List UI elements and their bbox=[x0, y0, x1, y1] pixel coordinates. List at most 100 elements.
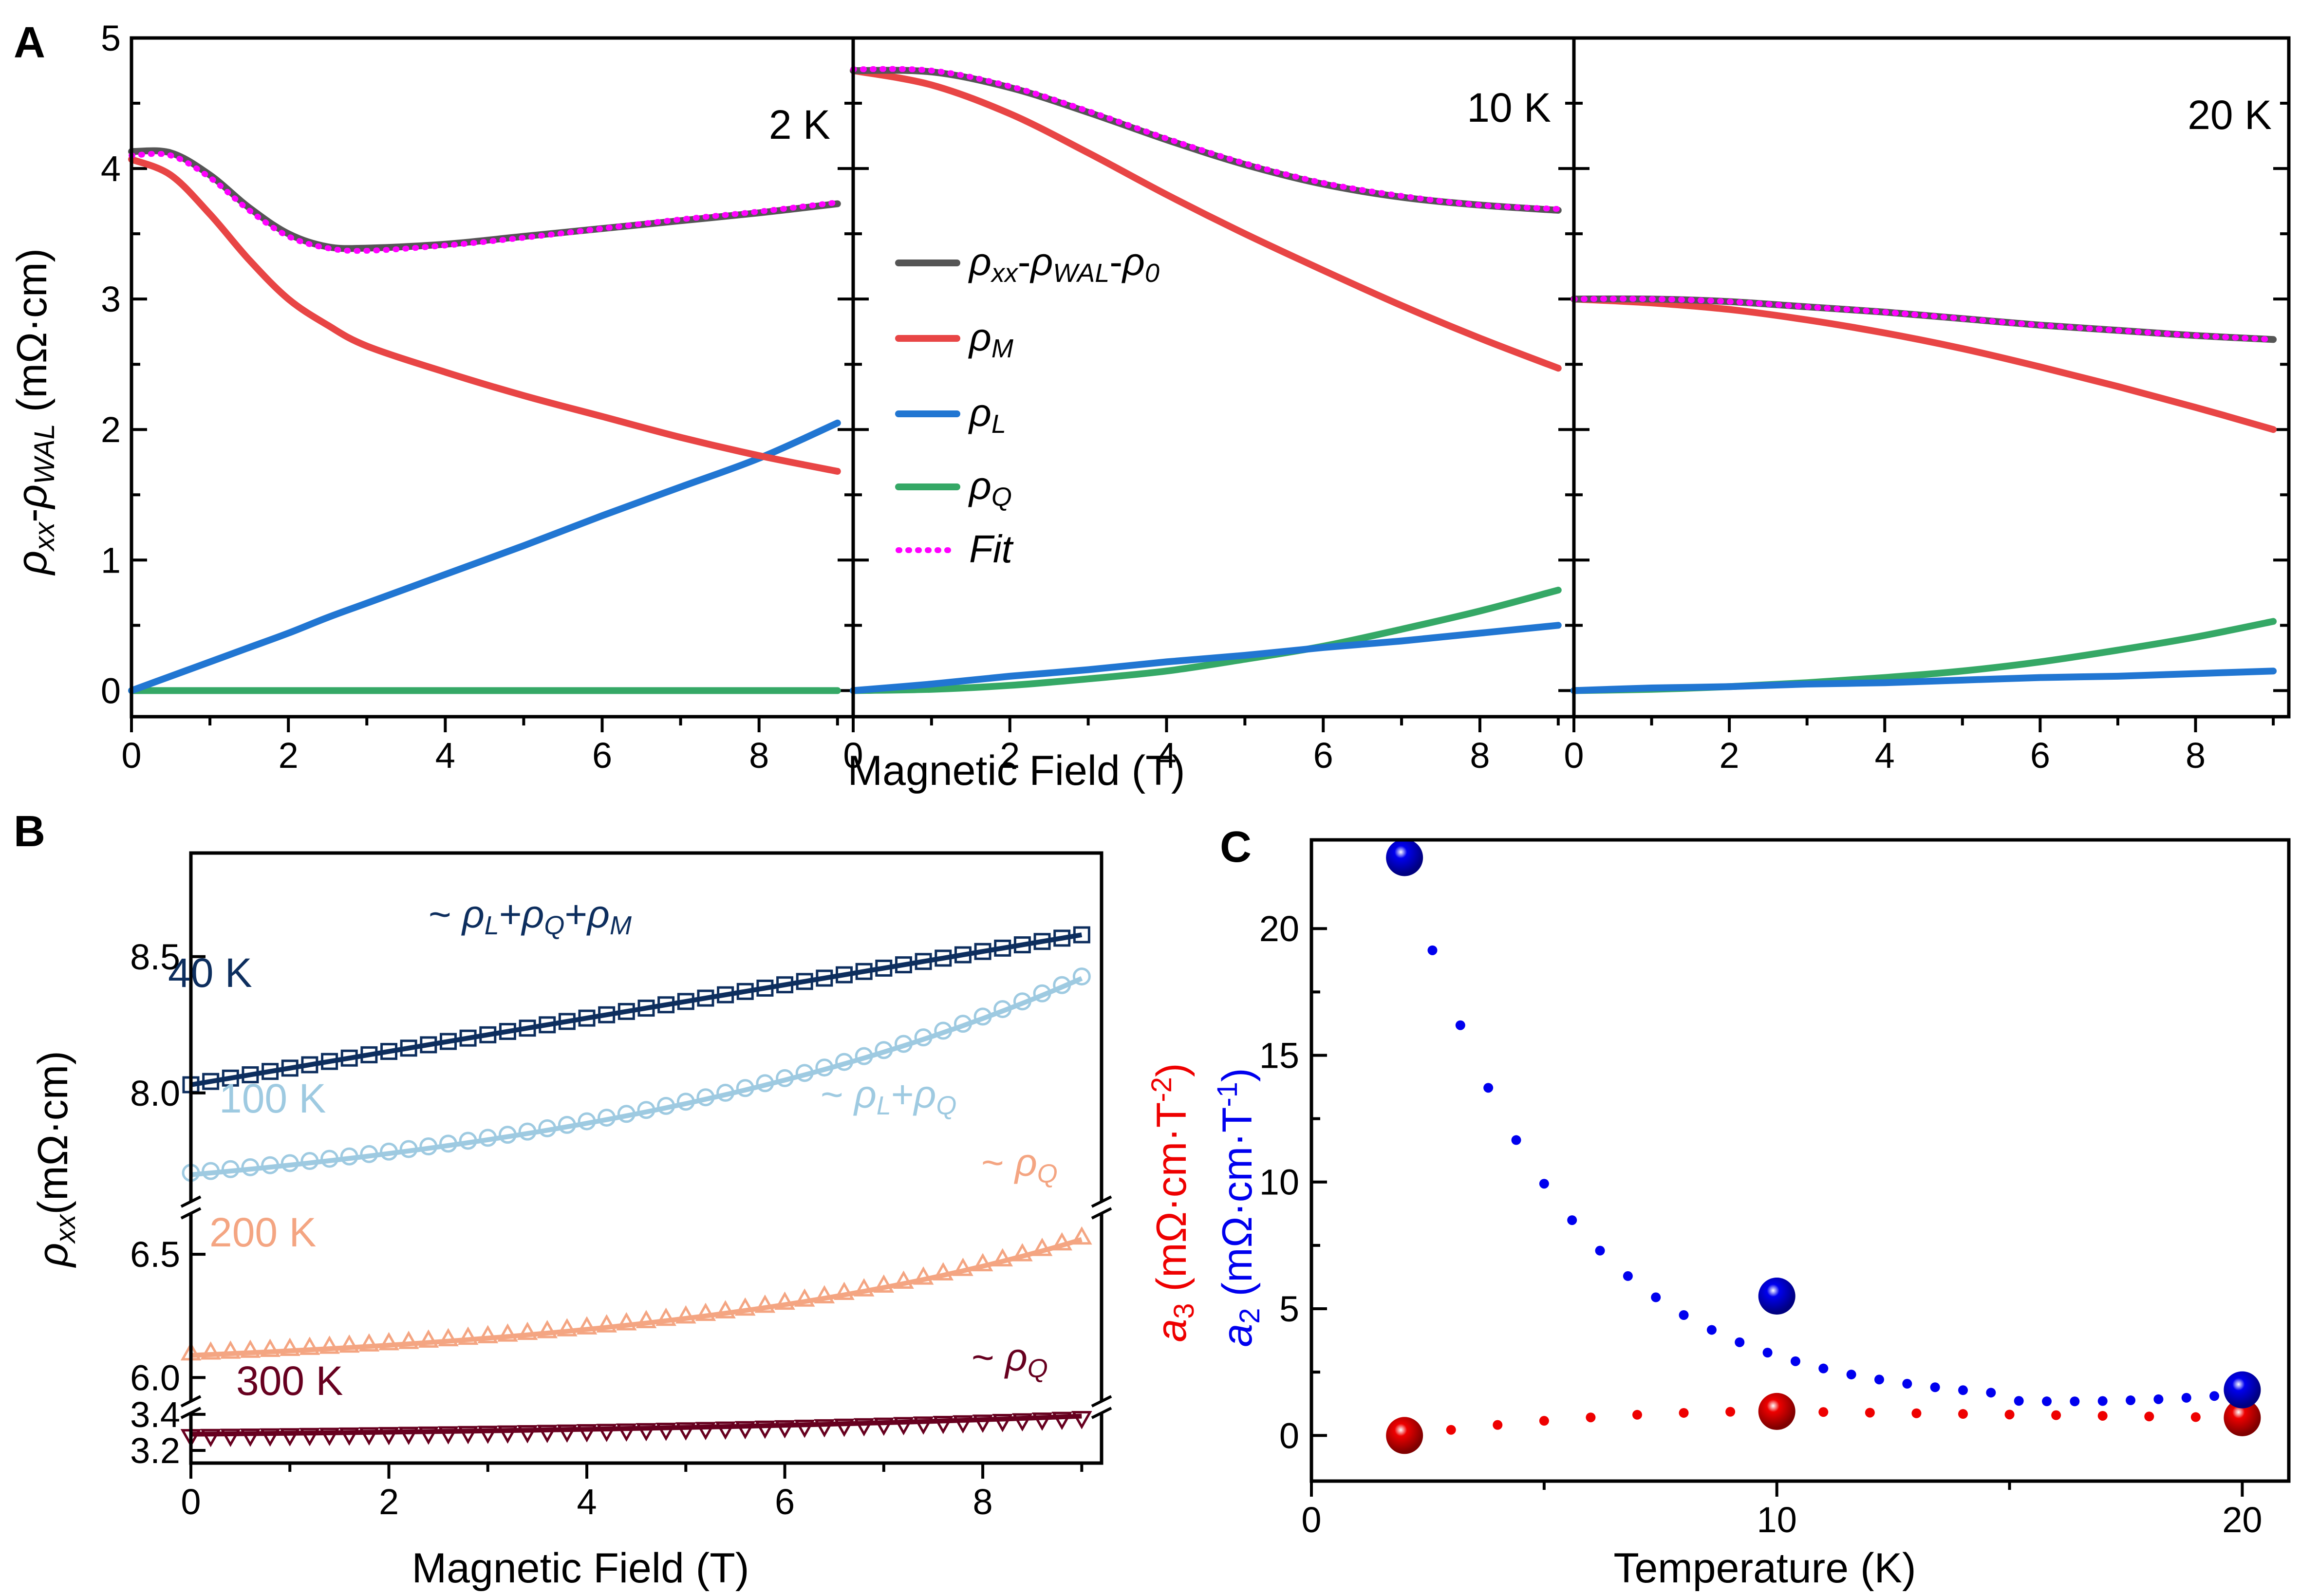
series-line-rho-m bbox=[1571, 296, 2277, 433]
data-point bbox=[459, 1132, 477, 1150]
panel-a-x-tick-label: 2 bbox=[1720, 735, 1739, 776]
guide-dot-a3 bbox=[2051, 1410, 2061, 1420]
data-point bbox=[596, 1424, 617, 1442]
data-point bbox=[836, 966, 853, 984]
data-point bbox=[796, 973, 813, 990]
panel-c-plot: 0 5 10 15 20 0 10 20 bbox=[1259, 838, 2291, 1540]
data-point bbox=[794, 1419, 815, 1438]
panel-b-y-tick-label: 6.0 bbox=[130, 1357, 180, 1398]
panel-a-x-tick-label: 4 bbox=[435, 735, 455, 776]
data-point bbox=[378, 1427, 399, 1446]
series-label-100k: 100 K bbox=[219, 1076, 326, 1121]
data-point bbox=[992, 1248, 1013, 1267]
data-point bbox=[200, 1429, 221, 1448]
panel-a-x-tick-label: 2 bbox=[279, 735, 299, 776]
panel-a-y-tick-label: 5 bbox=[101, 18, 121, 58]
data-point bbox=[497, 1323, 518, 1342]
data-point bbox=[637, 1101, 655, 1119]
data-point bbox=[499, 1022, 516, 1040]
guide-dot-a2 bbox=[1902, 1379, 1912, 1389]
panel-c-y-tick-label: 0 bbox=[1279, 1415, 1299, 1456]
panel-a-x-tick-label: 0 bbox=[1564, 735, 1584, 776]
guide-dot-a2 bbox=[1762, 1348, 1773, 1358]
data-point bbox=[617, 1002, 635, 1020]
guide-dot-a2 bbox=[2014, 1396, 2024, 1406]
data-point-a3 bbox=[1758, 1392, 1795, 1430]
data-point bbox=[972, 1414, 993, 1433]
guide-dot-a3 bbox=[1679, 1408, 1689, 1418]
data-point bbox=[676, 1093, 695, 1111]
data-point bbox=[657, 1096, 675, 1115]
data-point bbox=[299, 1336, 320, 1355]
panel-a-legend: ρxx-ρWAL-ρ0 ρM ρL ρQ Fit bbox=[895, 240, 1159, 571]
data-point-a2 bbox=[1758, 1277, 1795, 1315]
data-point bbox=[736, 983, 754, 1000]
data-point bbox=[378, 1332, 399, 1351]
panel-b-x-tick-label: 6 bbox=[775, 1482, 795, 1522]
data-point bbox=[497, 1425, 518, 1444]
axis-break-mark bbox=[1091, 1195, 1112, 1220]
data-point bbox=[558, 1115, 576, 1134]
data-point-a2 bbox=[2224, 1371, 2261, 1409]
data-point bbox=[281, 1059, 299, 1077]
guide-dot-a2 bbox=[1427, 945, 1438, 955]
data-point bbox=[320, 1150, 339, 1168]
data-point bbox=[695, 1422, 716, 1441]
data-point bbox=[834, 1418, 855, 1437]
panel-b-label: B bbox=[14, 807, 45, 856]
data-point bbox=[1051, 1232, 1072, 1251]
data-point bbox=[279, 1337, 300, 1356]
data-point bbox=[935, 949, 952, 967]
guide-dot-a2 bbox=[1874, 1374, 1884, 1385]
data-point bbox=[875, 959, 893, 977]
data-point bbox=[1012, 1413, 1033, 1432]
data-point bbox=[1013, 936, 1031, 954]
panel-b-x-tick-label: 4 bbox=[577, 1482, 597, 1522]
data-point bbox=[380, 1142, 398, 1161]
data-point bbox=[240, 1429, 261, 1447]
data-point bbox=[616, 1423, 637, 1442]
panel-a-x-tick-label: 0 bbox=[843, 735, 863, 776]
series-line-rho-l bbox=[850, 622, 1562, 694]
guide-dot-a3 bbox=[1911, 1408, 1922, 1418]
data-point bbox=[933, 1415, 954, 1434]
guide-dot-a2 bbox=[1790, 1356, 1800, 1366]
data-point bbox=[479, 1026, 497, 1043]
panel-c-x-axis-title: Temperature (K) bbox=[1613, 1545, 1916, 1592]
plot-frame bbox=[1309, 838, 2291, 1483]
data-point bbox=[776, 1069, 794, 1087]
panel-a-x-tick-label: 6 bbox=[1313, 735, 1333, 776]
panel-c: C Temperature (K) a3 (mΩ·cm·T-2) a2 (mΩ·… bbox=[1146, 823, 2291, 1592]
panel-a-x-tick-label: 6 bbox=[592, 735, 612, 776]
panel-a-y-axis-title: ρxx-ρWAL (mΩ·cm) bbox=[9, 248, 60, 576]
data-point bbox=[774, 1420, 795, 1439]
data-point bbox=[657, 996, 675, 1014]
data-point bbox=[399, 1140, 418, 1158]
data-point bbox=[319, 1336, 340, 1354]
data-point bbox=[675, 1305, 696, 1324]
data-point bbox=[1013, 992, 1031, 1011]
panel-c-y-tick-label: 10 bbox=[1259, 1162, 1299, 1203]
guide-dot-a2 bbox=[2070, 1396, 2080, 1407]
data-point bbox=[992, 1414, 1013, 1432]
panel-a-y-tick-label: 2 bbox=[101, 409, 121, 450]
data-point bbox=[855, 1047, 873, 1065]
data-point bbox=[953, 1258, 973, 1276]
data-point bbox=[1031, 1412, 1053, 1431]
guide-dot-a3 bbox=[1446, 1425, 1456, 1435]
data-point bbox=[677, 993, 694, 1010]
panel-b-x-tick-label: 0 bbox=[181, 1482, 201, 1522]
guide-dot-a2 bbox=[1930, 1382, 1940, 1392]
panel-c-x-tick-label: 0 bbox=[1301, 1500, 1321, 1540]
annotation-300k: ~ ρQ bbox=[972, 1336, 1048, 1383]
data-point bbox=[280, 1154, 299, 1172]
data-point bbox=[814, 1419, 835, 1438]
data-point bbox=[853, 1418, 875, 1437]
data-point bbox=[835, 1053, 854, 1071]
data-point bbox=[578, 1009, 596, 1027]
guide-dot-a3 bbox=[1865, 1408, 1875, 1418]
plot-frame bbox=[189, 851, 1103, 1465]
data-point bbox=[853, 1278, 875, 1297]
series-fit-line bbox=[190, 976, 1083, 1177]
panel-b-y-tick-label: 6.5 bbox=[130, 1234, 180, 1275]
